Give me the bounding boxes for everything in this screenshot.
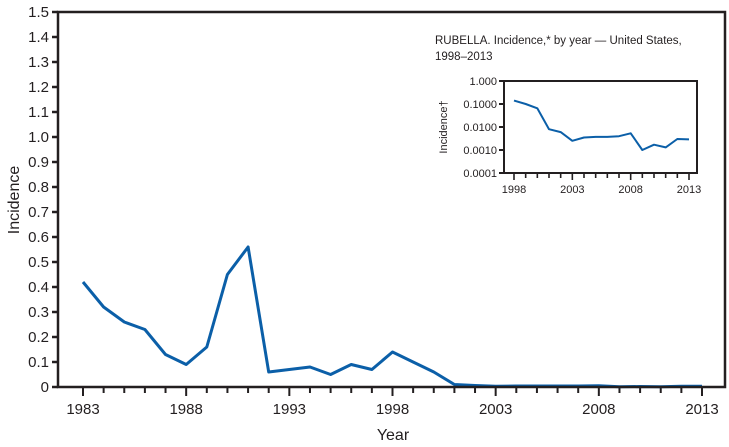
inset-y-tick-label: 0.0010 bbox=[463, 145, 497, 157]
y-tick-label: 1.0 bbox=[28, 129, 49, 146]
inset-title-line2: 1998–2013 bbox=[435, 51, 493, 63]
y-tick-label: 0 bbox=[41, 379, 49, 396]
y-tick-label: 0.1 bbox=[28, 354, 49, 371]
main-series-points bbox=[82, 246, 703, 387]
inset-x-tick-label: 2008 bbox=[618, 184, 642, 196]
inset-y-tick-label: 0.1000 bbox=[463, 99, 497, 111]
y-tick-label: 0.6 bbox=[28, 229, 49, 246]
y-tick-label: 1.2 bbox=[28, 79, 49, 96]
y-tick-label: 0.5 bbox=[28, 254, 49, 271]
inset-plot-frame bbox=[503, 80, 698, 174]
inset-x-tick-label: 2003 bbox=[560, 184, 584, 196]
y-tick-label: 0.2 bbox=[28, 329, 49, 346]
y-tick-label: 0.3 bbox=[28, 304, 49, 321]
inset-y-axis-ticks: 0.0001 0.0010 0.0100 0.1000 1.000 bbox=[463, 76, 504, 180]
x-tick-label: 2013 bbox=[685, 401, 718, 418]
inset-series-line bbox=[513, 99, 690, 151]
main-x-axis-ticks: 1983 1988 1993 1998 2003 2008 2013 bbox=[66, 387, 719, 418]
y-tick-label: 0.8 bbox=[28, 179, 49, 196]
inset-chart: RUBELLA. Incidence,* by year — United St… bbox=[435, 35, 701, 196]
y-tick-label: 1.1 bbox=[28, 104, 49, 121]
inset-x-tick-label: 1998 bbox=[502, 184, 526, 196]
inset-series-points bbox=[513, 100, 690, 151]
main-y-axis-ticks: 0 0.1 0.2 0.3 0.4 0.5 0.6 0.7 0.8 0.9 1.0 1.1 1.2 1.3… bbox=[28, 4, 58, 396]
x-tick-label: 2003 bbox=[479, 401, 512, 418]
x-tick-label: 1998 bbox=[376, 401, 409, 418]
x-tick-label: 1993 bbox=[273, 401, 306, 418]
inset-title-line1: RUBELLA. Incidence,* by year — United St… bbox=[435, 35, 682, 47]
main-chart: 0 0.1 0.2 0.3 0.4 0.5 0.6 0.7 0.8 0.9 1.0 1.1 1.2 1.3… bbox=[6, 4, 727, 444]
inset-x-tick-label: 2013 bbox=[677, 184, 701, 196]
x-tick-label: 2008 bbox=[582, 401, 615, 418]
x-tick-label: 1988 bbox=[169, 401, 202, 418]
inset-y-tick-label: 1.000 bbox=[469, 76, 497, 88]
inset-y-tick-label: 0.0001 bbox=[463, 168, 497, 180]
inset-x-axis-ticks: 1998 2003 2008 2013 bbox=[502, 173, 701, 196]
y-tick-label: 1.4 bbox=[28, 29, 49, 46]
y-tick-label: 1.3 bbox=[28, 54, 49, 71]
main-plot-frame bbox=[56, 10, 727, 389]
x-tick-label: 1983 bbox=[66, 401, 99, 418]
inset-y-tick-label: 0.0100 bbox=[463, 122, 497, 134]
y-tick-label: 1.5 bbox=[28, 4, 49, 21]
main-series-line bbox=[81, 245, 702, 389]
y-axis-title: Incidence bbox=[6, 166, 23, 235]
x-axis-title: Year bbox=[377, 427, 410, 444]
inset-y-axis-title: Incidence† bbox=[438, 100, 450, 153]
y-tick-label: 0.9 bbox=[28, 154, 49, 171]
y-tick-label: 0.4 bbox=[28, 279, 49, 296]
y-tick-label: 0.7 bbox=[28, 204, 49, 221]
